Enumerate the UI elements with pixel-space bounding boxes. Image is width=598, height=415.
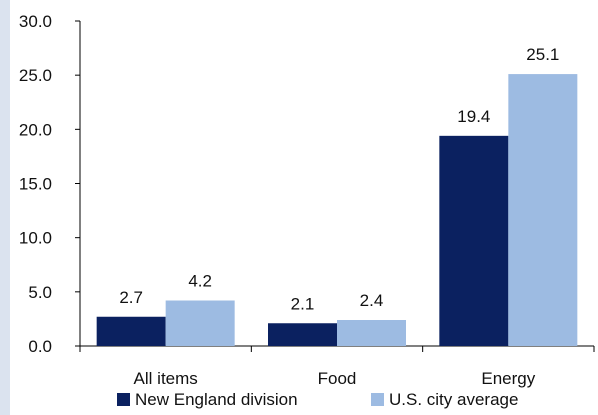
y-tick-label: 30.0 (19, 12, 52, 31)
bar-new-england (268, 323, 337, 346)
y-tick-label: 10.0 (19, 229, 52, 248)
legend-label: New England division (135, 390, 298, 409)
bar-us-city-average (508, 74, 577, 346)
data-label: 2.4 (360, 291, 384, 310)
x-axis-labels: All items Food Energy (134, 369, 536, 388)
legend-swatch (371, 393, 384, 406)
x-category-label: Energy (481, 369, 535, 388)
data-label: 19.4 (457, 107, 490, 126)
legend-swatch (117, 393, 130, 406)
bar-new-england (97, 317, 166, 346)
bar-us-city-average (337, 320, 406, 346)
data-label: 2.7 (119, 288, 143, 307)
y-tick-label: 20.0 (19, 120, 52, 139)
data-label: 25.1 (526, 45, 559, 64)
data-label: 4.2 (188, 272, 212, 291)
x-category-label: Food (318, 369, 357, 388)
chart-legend: New England division U.S. city average (117, 390, 518, 409)
y-tick-label: 25.0 (19, 66, 52, 85)
y-tick-label: 0.0 (28, 337, 52, 356)
bar-series (97, 74, 578, 346)
y-tick-label: 15.0 (19, 175, 52, 194)
legend-label: U.S. city average (389, 390, 518, 409)
x-category-label: All items (134, 369, 198, 388)
bar-us-city-average (166, 301, 235, 347)
y-tick-label: 5.0 (28, 283, 52, 302)
bar-new-england (439, 136, 508, 346)
y-axis-ticks: 0.0 5.0 10.0 15.0 20.0 25.0 30.0 (19, 12, 80, 356)
data-label: 2.1 (291, 294, 315, 313)
